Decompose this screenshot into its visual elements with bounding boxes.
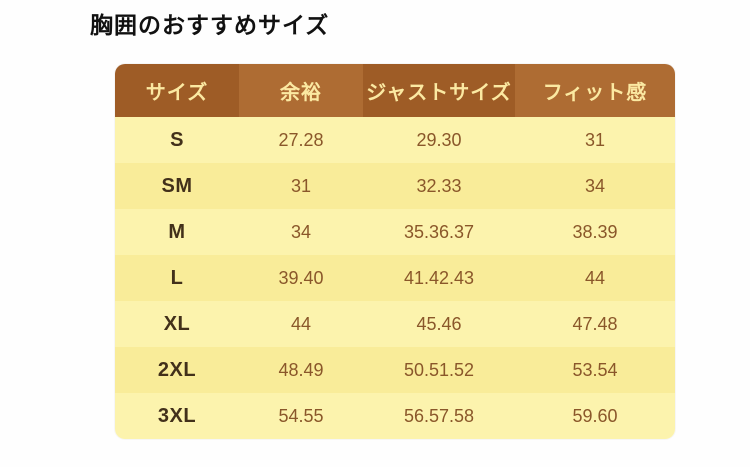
table-row: XL 44 45.46 47.48 (115, 301, 675, 347)
header-cell-just-size: ジャストサイズ (363, 64, 515, 117)
cell-just-size: 32.33 (416, 175, 462, 196)
cell-just-size: 35.36.37 (403, 221, 475, 242)
cell-size: SM (161, 174, 193, 197)
cell-just-size: 50.51.52 (403, 359, 475, 380)
cell-roomy: 34 (290, 221, 312, 242)
table-row: M 34 35.36.37 38.39 (115, 209, 675, 255)
cell-roomy: 27.28 (278, 129, 324, 150)
page-title: 胸囲のおすすめサイズ (90, 12, 330, 38)
cell-size: 3XL (157, 404, 197, 427)
cell-fit: 44 (584, 267, 606, 288)
cell-size: L (170, 266, 184, 289)
cell-roomy: 48.49 (278, 359, 324, 380)
cell-roomy: 39.40 (278, 267, 324, 288)
cell-fit: 34 (584, 175, 606, 196)
cell-roomy: 31 (290, 175, 312, 196)
cell-just-size: 41.42.43 (403, 267, 475, 288)
cell-fit: 31 (584, 129, 606, 150)
cell-roomy: 54.55 (278, 405, 324, 426)
cell-just-size: 29.30 (416, 129, 462, 150)
size-table: サイズ 余裕 ジャストサイズ フィット感 S 27.28 29.30 31 SM… (115, 64, 675, 439)
table-row: 2XL 48.49 50.51.52 53.54 (115, 347, 675, 393)
cell-just-size: 56.57.58 (403, 405, 475, 426)
cell-size: 2XL (157, 358, 197, 381)
header-cell-size: サイズ (115, 64, 239, 117)
table-row: SM 31 32.33 34 (115, 163, 675, 209)
cell-size: M (168, 220, 186, 243)
header-cell-fit: フィット感 (515, 64, 675, 117)
table-body: S 27.28 29.30 31 SM 31 32.33 34 M 34 35.… (115, 117, 675, 439)
cell-roomy: 44 (290, 313, 312, 334)
table-row: L 39.40 41.42.43 44 (115, 255, 675, 301)
header-cell-roomy: 余裕 (239, 64, 363, 117)
cell-fit: 47.48 (572, 313, 618, 334)
table-row: 3XL 54.55 56.57.58 59.60 (115, 393, 675, 439)
cell-fit: 38.39 (572, 221, 618, 242)
table-header-row: サイズ 余裕 ジャストサイズ フィット感 (115, 64, 675, 117)
cell-fit: 59.60 (572, 405, 618, 426)
table-row: S 27.28 29.30 31 (115, 117, 675, 163)
cell-size: XL (163, 312, 191, 335)
cell-size: S (170, 128, 184, 151)
cell-fit: 53.54 (572, 359, 618, 380)
cell-just-size: 45.46 (416, 313, 462, 334)
